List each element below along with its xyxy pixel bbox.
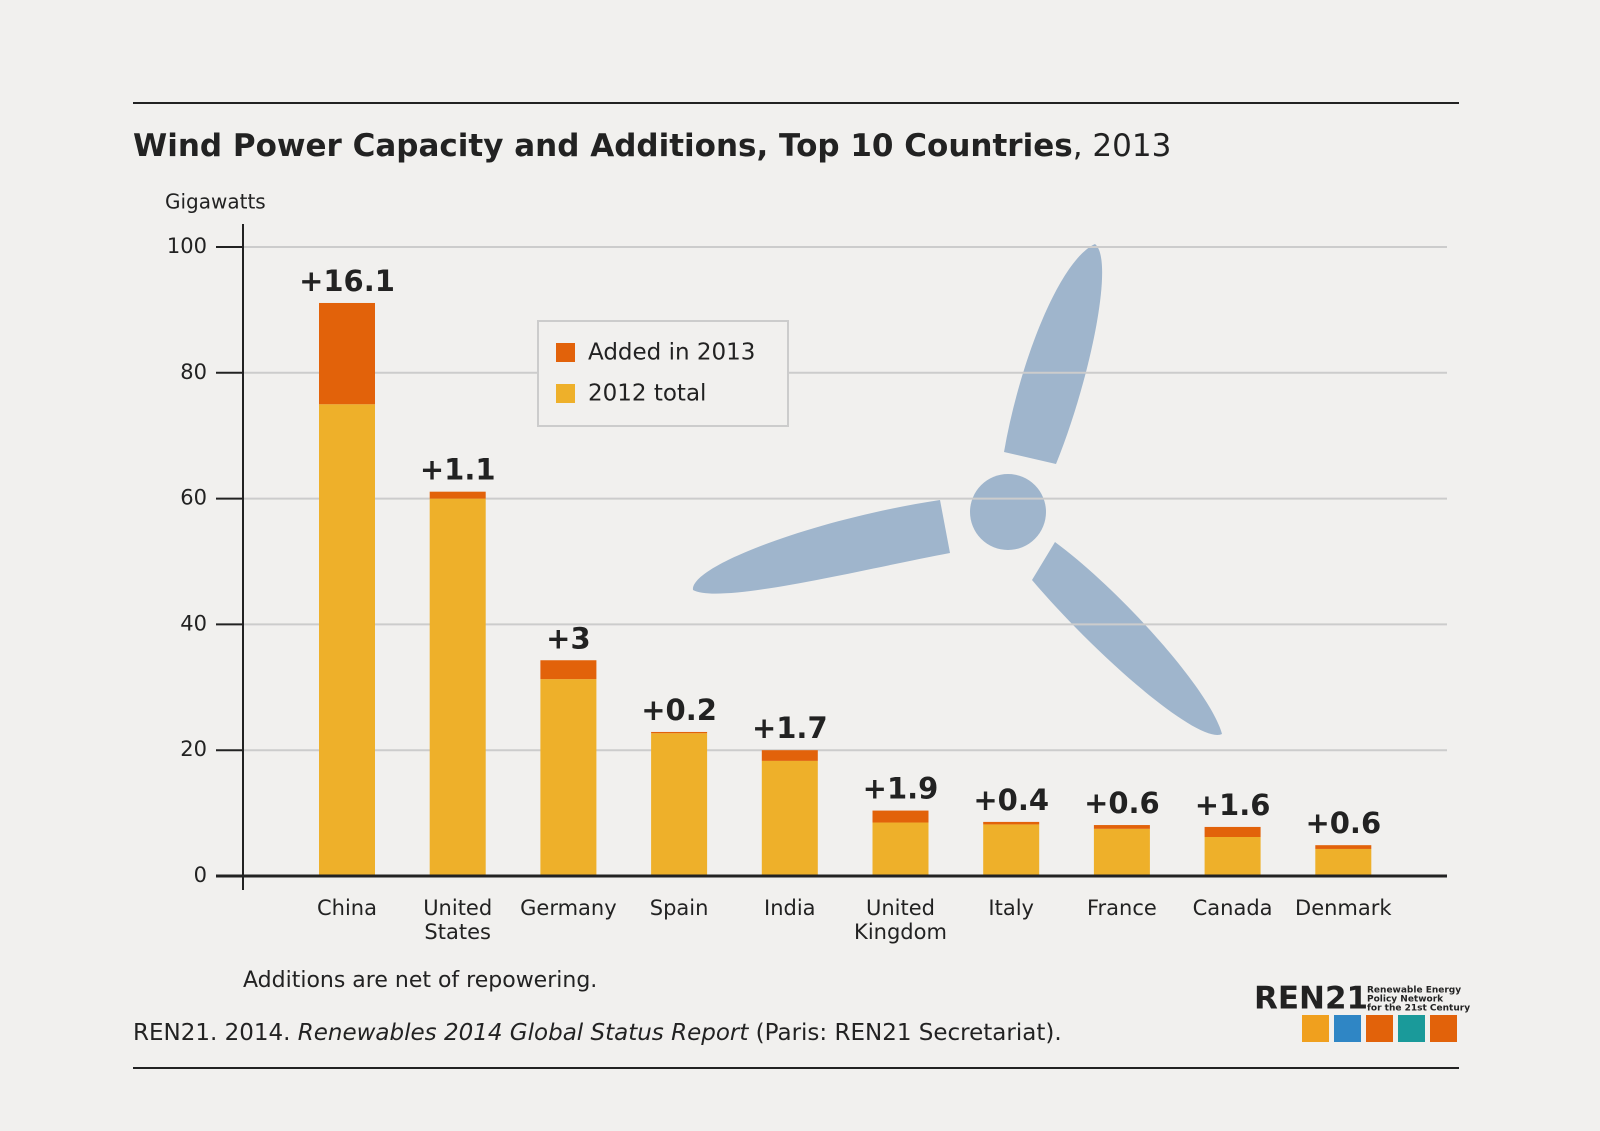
source-title: Renewables 2014 Global Status Report xyxy=(298,1020,750,1046)
logo-tagline: Policy Network xyxy=(1367,995,1444,1005)
bar-segment xyxy=(1093,825,1150,829)
bar-segment xyxy=(872,822,929,876)
x-tick-label: Italy xyxy=(988,896,1034,920)
x-tick-label: Denmark xyxy=(1295,896,1392,920)
y-tick-label: 0 xyxy=(194,863,207,887)
y-tick-label: 20 xyxy=(180,737,207,761)
bar-segment xyxy=(651,731,708,734)
logo-icon xyxy=(1398,1015,1425,1042)
legend-swatch xyxy=(556,343,575,362)
bar-segment xyxy=(761,750,818,761)
bar-segment xyxy=(1315,845,1372,849)
y-tick-label: 80 xyxy=(180,360,207,384)
blade xyxy=(1032,542,1222,735)
bar-segment xyxy=(429,498,486,876)
x-tick-label: United Kingdom xyxy=(854,896,947,944)
chart-title: Wind Power Capacity and Additions, Top 1… xyxy=(133,128,1171,164)
bar-segment xyxy=(1093,828,1150,876)
legend: Added in 2013 2012 total xyxy=(556,340,755,407)
bar-segment xyxy=(651,733,708,876)
blade xyxy=(1004,244,1103,464)
source-part: (Paris: REN21 Secretariat). xyxy=(748,1020,1061,1046)
x-tick-label: Canada xyxy=(1192,896,1273,920)
logo-tagline: for the 21st Century xyxy=(1367,1004,1470,1014)
note: Additions are net of repowering. xyxy=(243,968,597,993)
blade xyxy=(692,500,950,594)
legend-label: Added in 2013 xyxy=(588,340,755,366)
legend-label: 2012 total xyxy=(588,381,706,407)
x-tick-label: China xyxy=(317,896,377,920)
logo-icon xyxy=(1334,1015,1361,1042)
data-label: +3 xyxy=(546,621,590,655)
logo-tagline: Renewable Energy xyxy=(1367,986,1461,996)
data-label: +1.1 xyxy=(420,453,496,487)
bar-segment xyxy=(319,302,375,405)
logo-icon xyxy=(1302,1015,1329,1042)
plot: 0 20 40 60 80 100 +16.1 +1.1 +3 +0.2 +1.7 +1.9 +0.4 +… xyxy=(167,224,1447,890)
bar-segment xyxy=(540,679,597,876)
data-label: +1.9 xyxy=(863,772,939,806)
title-main: Wind Power Capacity and Additions, Top 1… xyxy=(133,128,1073,164)
x-tick-label: United States xyxy=(423,896,493,944)
bar-segment xyxy=(872,810,929,823)
bar-segment xyxy=(983,821,1040,825)
x-tick-label: Spain xyxy=(649,896,709,920)
data-label: +1.7 xyxy=(752,711,828,745)
legend-swatch xyxy=(556,384,575,403)
x-tick-label: India xyxy=(764,896,816,920)
legend-box xyxy=(537,320,789,427)
logo-name: REN21 xyxy=(1254,981,1368,1017)
x-tick-label: Germany xyxy=(520,896,617,920)
logo: REN21 Renewable Energy Policy Network fo… xyxy=(1254,981,1470,1042)
y-tick-label: 40 xyxy=(180,611,207,635)
data-label: +16.1 xyxy=(299,264,395,298)
data-label: +1.6 xyxy=(1195,788,1271,822)
data-label: +0.4 xyxy=(973,783,1049,817)
bar-segment xyxy=(429,491,486,499)
y-axis-label: Gigawatts xyxy=(165,190,266,214)
logo-icon xyxy=(1366,1015,1393,1042)
bar-segment xyxy=(540,660,597,680)
source: REN21. 2014. Renewables 2014 Global Stat… xyxy=(133,1020,1062,1046)
bar-segment xyxy=(761,760,818,876)
data-label: +0.6 xyxy=(1084,786,1160,820)
bar-segment xyxy=(1204,826,1261,838)
hub xyxy=(970,474,1046,550)
bar-segment xyxy=(983,824,1040,876)
data-label: +0.6 xyxy=(1305,806,1381,840)
bar-segment xyxy=(1315,848,1372,876)
source-part: REN21. 2014. xyxy=(133,1020,298,1046)
title-year: , 2013 xyxy=(1073,128,1172,164)
turbine-illustration xyxy=(692,244,1222,735)
bar-segment xyxy=(1204,837,1261,876)
y-tick-label: 60 xyxy=(180,486,207,510)
logo-icon xyxy=(1430,1015,1457,1042)
bar-segment xyxy=(319,404,375,876)
y-tick-label: 100 xyxy=(167,234,207,258)
data-label: +0.2 xyxy=(641,693,717,727)
x-tick-label: France xyxy=(1086,896,1157,920)
